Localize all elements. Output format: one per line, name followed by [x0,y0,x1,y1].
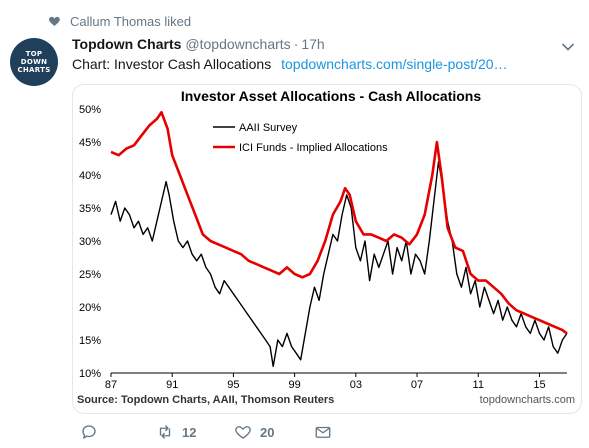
tweet-body: Chart: Investor Cash Allocations topdown… [72,56,508,72]
y-tick-label: 30% [79,236,101,248]
x-tick-label: 03 [350,379,362,391]
x-tick-label: 91 [166,379,178,391]
author-handle[interactable]: @topdowncharts [185,36,291,52]
y-axis: 50% 45% 40% 35% 30% 25% 20% 15% 10% [79,104,101,380]
like-count: 20 [260,424,275,440]
x-tick-label: 15 [533,379,545,391]
x-tick-label: 07 [411,379,423,391]
watermark: topdowncharts.com [480,394,575,406]
x-tick-label: 99 [288,379,300,391]
cash-allocation-chart: Investor Asset Allocations - Cash Alloca… [77,88,575,406]
liked-row: Callum Thomas liked [48,12,191,30]
action-bar: 12 20 [72,420,572,444]
y-tick-label: 10% [79,368,101,380]
reply-button[interactable] [80,420,98,444]
author-name[interactable]: Topdown Charts [72,36,182,52]
retweet-count: 12 [182,424,197,440]
x-tick-label: 87 [105,379,117,391]
legend-label-aaii: AAII Survey [239,122,298,134]
source-note: Source: Topdown Charts, AAII, Thomson Re… [77,394,334,406]
reply-icon [82,425,96,439]
envelope-icon [315,426,331,438]
heart-icon [49,16,60,27]
legend-label-ici: ICI Funds - Implied Allocations [239,142,388,154]
separator: · [293,36,299,52]
x-tick-label: 95 [227,379,239,391]
y-tick-label: 25% [79,269,101,281]
y-tick-label: 15% [79,335,101,347]
x-tick-label: 11 [473,379,484,391]
avatar-line-3: CHARTS [17,66,51,74]
y-tick-label: 40% [79,170,101,182]
x-axis: 87 91 95 99 03 07 11 15 [105,373,546,391]
y-tick-label: 50% [79,104,101,116]
tweet-link[interactable]: topdowncharts.com/single-post/20… [281,56,508,72]
message-button[interactable] [314,420,332,444]
avatar-line-1: TOP [25,50,43,58]
aaii-survey-line [110,161,568,368]
tweet-header: Topdown Charts @topdowncharts · 17h [72,36,325,56]
series-group [110,110,568,368]
chart-title: Investor Asset Allocations - Cash Alloca… [181,88,482,104]
y-tick-label: 35% [79,203,101,215]
avatar[interactable]: TOP DOWN CHARTS [10,38,58,86]
timestamp[interactable]: 17h [301,36,325,52]
avatar-line-2: DOWN [20,58,48,66]
tweet-text: Chart: Investor Cash Allocations [72,56,272,72]
y-tick-label: 20% [79,302,101,314]
retweet-icon [159,425,171,439]
like-button[interactable]: 20 [234,420,274,444]
heart-outline-icon [235,426,251,439]
ici-funds-line [110,110,568,335]
liked-by-text[interactable]: Callum Thomas liked [70,13,192,29]
retweet-button[interactable]: 12 [156,420,196,444]
y-tick-label: 45% [79,137,101,149]
chart-card[interactable]: Investor Asset Allocations - Cash Alloca… [72,84,582,414]
legend: AAII Survey ICI Funds - Implied Allocatio… [213,122,388,154]
chevron-down-icon[interactable] [561,40,575,54]
